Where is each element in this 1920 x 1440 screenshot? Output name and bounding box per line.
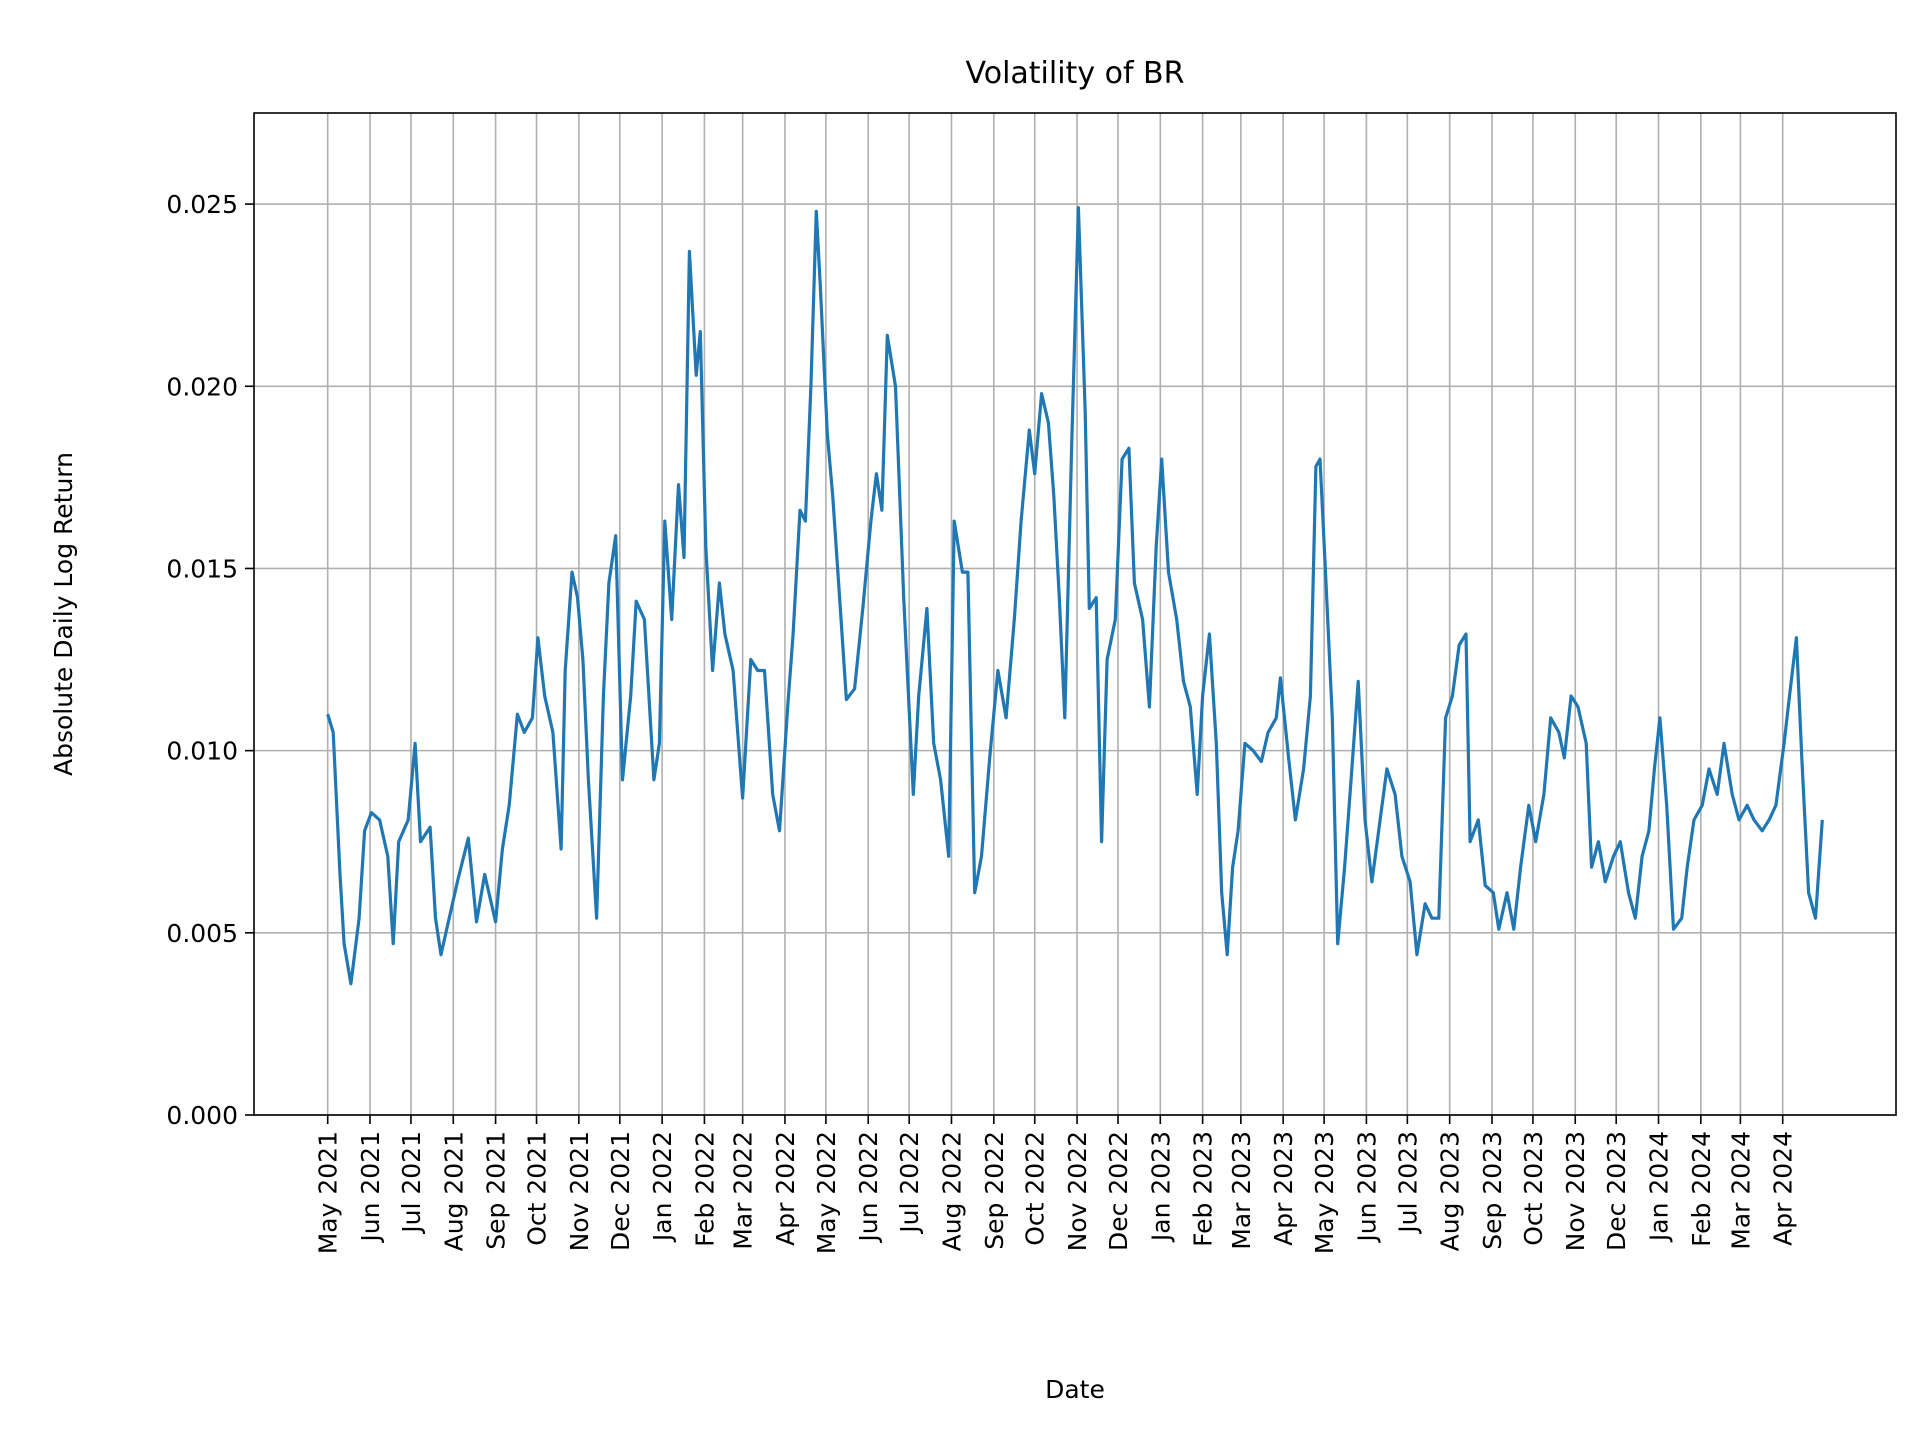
y-axis-ticks: 0.000 0.005 0.010 0.015 0.020 0.025 [166,190,254,1130]
x-tick-label: Feb 2022 [690,1131,719,1247]
x-tick-label: Jan 2022 [648,1131,677,1243]
chart-title: Volatility of BR [966,56,1185,91]
x-tick-label: Dec 2021 [606,1131,635,1251]
plot-frame [253,112,1897,1116]
x-tick-label: Nov 2023 [1561,1131,1590,1251]
x-axis-ticks: May 2021 Jun 2021 Jul 2021 Aug 2021 Sep 2021… [314,1115,1798,1254]
grid [254,113,1896,1116]
x-tick-label: Apr 2022 [771,1131,800,1246]
x-tick-label: Apr 2023 [1269,1131,1298,1246]
x-tick-label: Nov 2021 [565,1131,594,1251]
y-tick-label: 0.000 [166,1101,238,1130]
x-tick-label: Aug 2023 [1436,1131,1465,1251]
x-tick-label: Oct 2022 [1021,1131,1050,1246]
x-tick-label: Jan 2024 [1645,1131,1674,1243]
x-tick-label: Jan 2023 [1146,1131,1175,1243]
series-line [326,206,1824,986]
x-tick-label: Feb 2023 [1189,1131,1218,1247]
x-tick-label: Aug 2021 [439,1131,468,1251]
x-tick-label: May 2022 [812,1131,841,1254]
x-tick-label: Feb 2024 [1687,1131,1716,1247]
y-tick-label: 0.010 [166,737,238,766]
x-tick-label: Mar 2022 [729,1131,758,1250]
x-tick-label: Mar 2023 [1227,1131,1256,1250]
x-tick-label: Jun 2023 [1352,1131,1381,1244]
x-tick-label: Dec 2023 [1602,1131,1631,1251]
y-axis-label: Absolute Daily Log Return [49,452,78,776]
x-tick-label: Jul 2021 [397,1131,426,1235]
y-tick-label: 0.020 [166,372,238,401]
x-tick-label: Nov 2022 [1063,1131,1092,1251]
x-tick-label: Jun 2021 [356,1131,385,1244]
y-tick-label: 0.025 [166,190,238,219]
x-tick-label: May 2023 [1310,1131,1339,1254]
x-tick-label: Apr 2024 [1769,1131,1798,1246]
x-tick-label: Oct 2023 [1519,1131,1548,1246]
x-tick-label: Sep 2022 [980,1131,1009,1250]
x-tick-label: Dec 2022 [1104,1131,1133,1251]
x-tick-label: Aug 2022 [937,1131,966,1251]
x-tick-label: Jun 2022 [854,1131,883,1244]
x-tick-label: Jul 2023 [1393,1131,1422,1235]
x-tick-label: May 2021 [314,1131,343,1254]
x-tick-label: Mar 2024 [1726,1131,1755,1250]
y-tick-label: 0.005 [166,919,238,948]
x-tick-label: Sep 2021 [482,1131,511,1250]
x-tick-label: Oct 2021 [523,1131,552,1246]
x-tick-label: Sep 2023 [1478,1131,1507,1250]
x-axis-label: Date [1045,1375,1105,1404]
y-tick-label: 0.015 [166,554,238,583]
x-tick-label: Jul 2022 [895,1131,924,1235]
